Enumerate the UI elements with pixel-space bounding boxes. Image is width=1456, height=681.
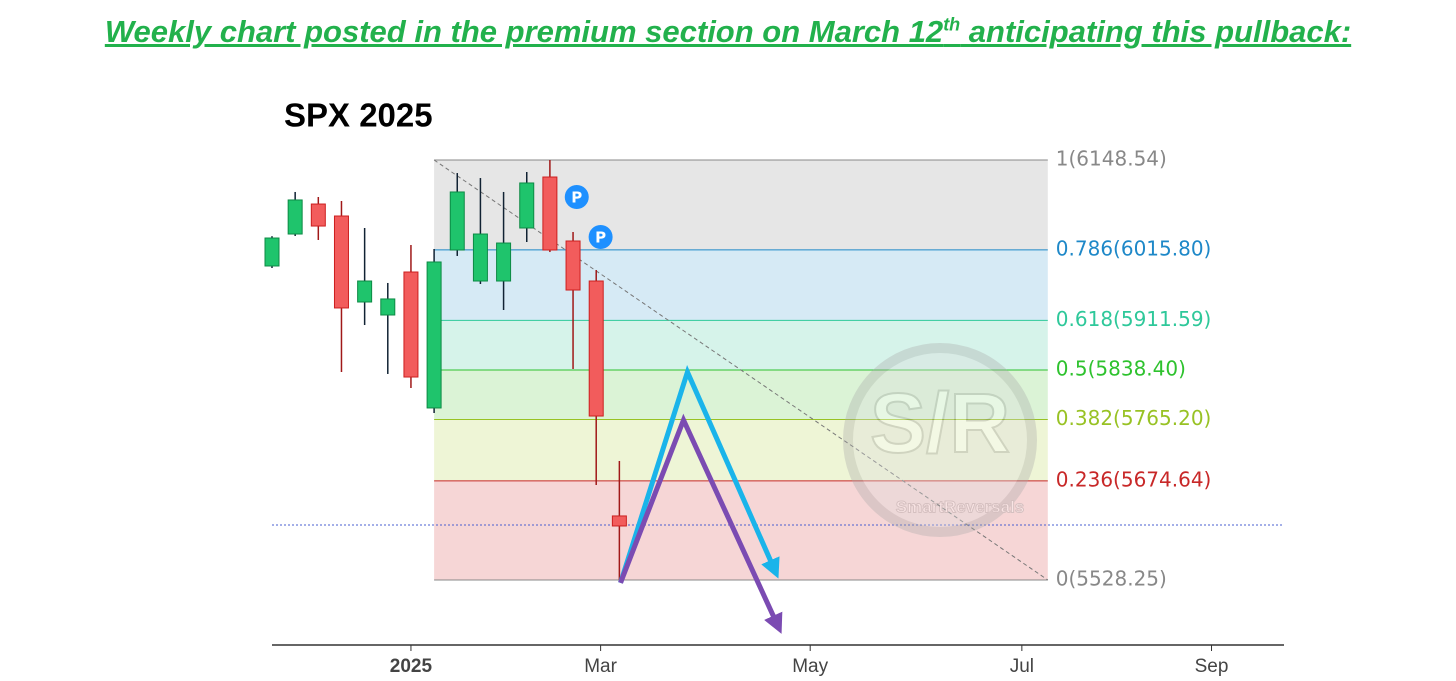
- marker: [588, 225, 613, 250]
- candle-body: [565, 240, 581, 291]
- header-text: Weekly chart posted in the premium secti…: [104, 14, 944, 49]
- candle-body: [333, 215, 349, 309]
- marker-label: P: [571, 188, 582, 206]
- fib-label: 0.786(6015.80): [1056, 236, 1212, 260]
- watermark-logo: S/R: [870, 376, 1010, 470]
- header: Weekly chart posted in the premium secti…: [0, 14, 1456, 50]
- candle-body: [264, 237, 280, 267]
- fib-label: 1(6148.54): [1056, 146, 1167, 170]
- marker: [564, 184, 589, 209]
- fib-band: [434, 419, 1048, 481]
- candle-body: [357, 280, 373, 303]
- candle-body: [403, 271, 419, 378]
- header-text: anticipating this pullback:: [960, 14, 1352, 49]
- x-tick-label: Mar: [584, 656, 617, 677]
- candle-body: [380, 298, 396, 316]
- candle-body: [542, 176, 558, 251]
- arrow: [618, 364, 780, 584]
- fib-band: [434, 159, 1048, 250]
- watermark-ring: [843, 343, 1037, 537]
- fib-label: 0.382(5765.20): [1056, 406, 1212, 430]
- candle-body: [449, 191, 465, 251]
- x-tick-label: May: [792, 656, 828, 677]
- x-tick-label: Jul: [1010, 656, 1034, 677]
- chart-title: SPX 2025: [284, 97, 433, 134]
- fib-label: 0(5528.25): [1056, 566, 1167, 590]
- watermark: S/R SmartReversals: [843, 343, 1037, 537]
- candle-body: [496, 242, 512, 282]
- fib-label: 0.236(5674.64): [1056, 467, 1212, 491]
- fib-label: 0.618(5911.59): [1056, 307, 1212, 331]
- fib-label: 0.5(5838.40): [1056, 356, 1186, 380]
- x-tick-label: 2025: [390, 656, 433, 677]
- marker-label: P: [595, 229, 606, 247]
- candle-body: [472, 233, 488, 282]
- candle-body: [611, 515, 627, 527]
- candle-body: [310, 203, 326, 227]
- arrow: [618, 413, 783, 634]
- watermark-name: SmartReversals: [896, 497, 1025, 516]
- candle-body: [519, 182, 535, 229]
- x-tick-label: Sep: [1195, 656, 1229, 677]
- fib-band: [434, 369, 1048, 420]
- candle-body: [426, 261, 442, 409]
- candle-body: [287, 199, 303, 235]
- trend-line: [433, 159, 1049, 581]
- header-sup: th: [943, 14, 961, 35]
- fib-band: [434, 320, 1048, 370]
- fib-band: [434, 249, 1048, 321]
- candle-body: [588, 280, 604, 417]
